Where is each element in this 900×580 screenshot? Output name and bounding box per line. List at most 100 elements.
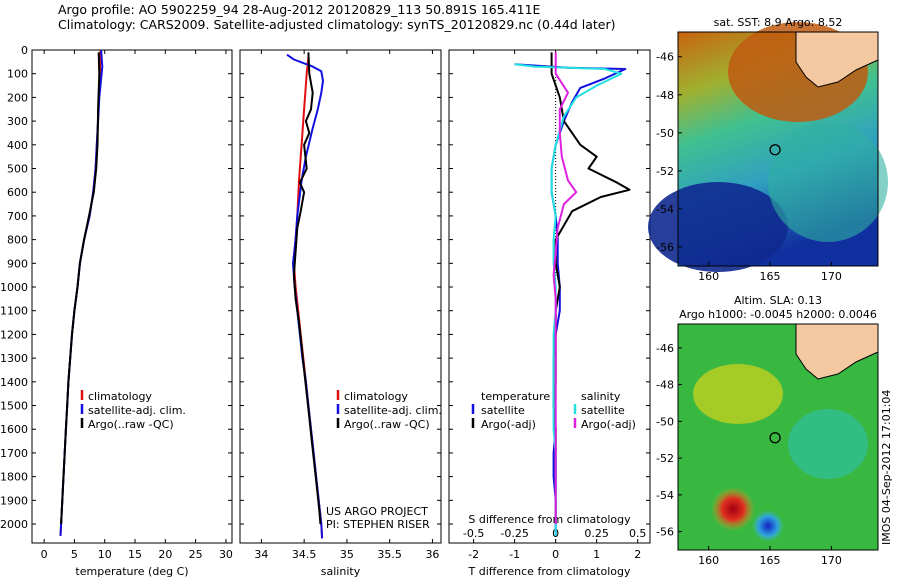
legend-label: climatology (88, 390, 152, 403)
x-tick-label: 34.5 (292, 548, 317, 561)
y-tick-label: 1100 (0, 305, 28, 318)
y-tick-label: 1200 (0, 328, 28, 341)
legend-title: salinity (581, 390, 621, 403)
argo-float-marker (769, 432, 781, 444)
annotation-text: PI: STEPHEN RISER (326, 518, 430, 531)
y-tick-label: -48 (656, 379, 674, 392)
profile-panel-2: 34 34.5 35 35.5 36 salinity climatologysatelli… (239, 49, 442, 578)
series-line-temperature-satellite (514, 63, 627, 536)
x-tick-label: 35 (340, 548, 354, 561)
y-tick-label: 900 (7, 257, 28, 270)
panel-frame (31, 49, 233, 544)
legend-label: climatology (344, 390, 408, 403)
y-tick-label: -48 (656, 89, 674, 102)
map-subtitle: Argo h1000: -0.0045 h2000: 0.0046 (679, 308, 877, 321)
legend-label: satellite-adj. clim. (344, 404, 442, 417)
y-tick-label: 1300 (0, 352, 28, 365)
x-tick-label: 160 (698, 270, 719, 283)
y-tick-label: -46 (656, 342, 674, 355)
y-tick-label: 500 (7, 163, 28, 176)
y-tick-label: -52 (656, 452, 674, 465)
sla-low-patch (788, 409, 868, 479)
x-tick-label: 36 (425, 548, 439, 561)
x-tick-label: -2 (468, 548, 479, 561)
y-tick-label: 1500 (0, 400, 28, 413)
y-tick-label: 700 (7, 210, 28, 223)
y-tick-label: 200 (7, 91, 28, 104)
y-tick-label: -56 (656, 526, 674, 539)
x-tick-label: 5 (71, 548, 78, 561)
x-axis-label: salinity (321, 565, 361, 578)
series-line-argo-raw-qc- (292, 52, 322, 525)
x-tick-label: 170 (821, 554, 842, 567)
x-tick-label: 25 (189, 548, 203, 561)
legend-label: Argo(..raw -QC) (88, 418, 174, 431)
map-title: Altim. SLA: 0.13 (734, 294, 822, 307)
x-tick-label: 10 (98, 548, 112, 561)
profile-panel-1: 0100200300400500600700800900100011001200… (0, 44, 233, 578)
argo-float-marker (769, 144, 781, 156)
y-tick-label: 1600 (0, 423, 28, 436)
y-tick-label: -52 (656, 165, 674, 178)
y-tick-label: -46 (656, 51, 674, 64)
x-tick-label: 165 (760, 554, 781, 567)
y-tick-label: 1400 (0, 376, 28, 389)
y-tick-label: 1000 (0, 281, 28, 294)
x-tick-label: 0 (552, 548, 559, 561)
x-tick-label: 20 (158, 548, 172, 561)
x-tick-label: 35.5 (377, 548, 402, 561)
panel-frame (239, 49, 442, 544)
legend-label: satellite-adj. clim. (88, 404, 186, 417)
x-tick-label: 165 (760, 270, 781, 283)
annotation-text: US ARGO PROJECT (326, 505, 428, 518)
legend-label: Argo(..raw -QC) (344, 418, 430, 431)
y-tick-label: 300 (7, 115, 28, 128)
y-tick-label: 100 (7, 68, 28, 81)
map-frame (677, 31, 879, 267)
y-tick-label: 800 (7, 234, 28, 247)
sla-cold-spot (752, 510, 784, 542)
x-tick-label: -1 (509, 548, 520, 561)
secondary-x-tick-label: -0.25 (500, 527, 528, 540)
y-tick-label: -54 (656, 489, 674, 502)
map-panel-2: 160 165 170 -46 -48 -50 -52 -54 -56 Altim. SLA: 0… (656, 294, 879, 567)
legend-label: satellite (481, 404, 525, 417)
map-title: sat. SST: 8.9 Argo: 8.52 (714, 16, 843, 29)
panel-frame (448, 49, 651, 544)
series-line-argo-raw-qc- (60, 52, 101, 525)
y-tick-label: 0 (21, 44, 28, 57)
x-tick-label: 34 (254, 548, 268, 561)
sla-hot-spot (711, 487, 755, 531)
sla-high-patch (693, 364, 783, 424)
x-tick-label: 15 (128, 548, 142, 561)
legend-label: satellite (581, 404, 625, 417)
secondary-x-tick-label: -0.5 (463, 527, 484, 540)
x-tick-label: 2 (634, 548, 641, 561)
x-tick-label: 0 (41, 548, 48, 561)
x-tick-label: 1 (593, 548, 600, 561)
cold-water-patch (648, 182, 788, 272)
y-tick-label: 1700 (0, 447, 28, 460)
x-tick-label: 170 (821, 270, 842, 283)
y-tick-label: 2000 (0, 518, 28, 531)
x-axis-label: T difference from climatology (468, 565, 631, 578)
secondary-x-axis-label: S difference from climatology (468, 513, 631, 526)
climatology-title: Climatology: CARS2009. Satellite-adjuste… (58, 17, 616, 32)
y-tick-label: -54 (656, 203, 674, 216)
secondary-x-tick-label: 0.5 (629, 527, 647, 540)
map-panel-1: 160 165 170 -46 -48 -50 -52 -54 -56 sat. SST: 8.9… (648, 16, 888, 283)
legend-title: temperature (481, 390, 550, 403)
y-tick-label: 1900 (0, 494, 28, 507)
x-axis-label: temperature (deg C) (75, 565, 188, 578)
mid-water-patch (768, 122, 888, 242)
secondary-x-tick-label: 0.25 (584, 527, 609, 540)
legend-label: Argo(-adj) (581, 418, 636, 431)
profile-panel-3: -2 -1 0 1 2T difference from climatology S di… (448, 49, 651, 578)
map-frame (677, 323, 879, 551)
y-tick-label: -50 (656, 127, 674, 140)
profile-title: Argo profile: AO 5902259_94 28-Aug-2012 … (58, 2, 541, 17)
legend-label: Argo(-adj) (481, 418, 536, 431)
x-tick-label: 160 (698, 554, 719, 567)
x-tick-label: 30 (219, 548, 233, 561)
